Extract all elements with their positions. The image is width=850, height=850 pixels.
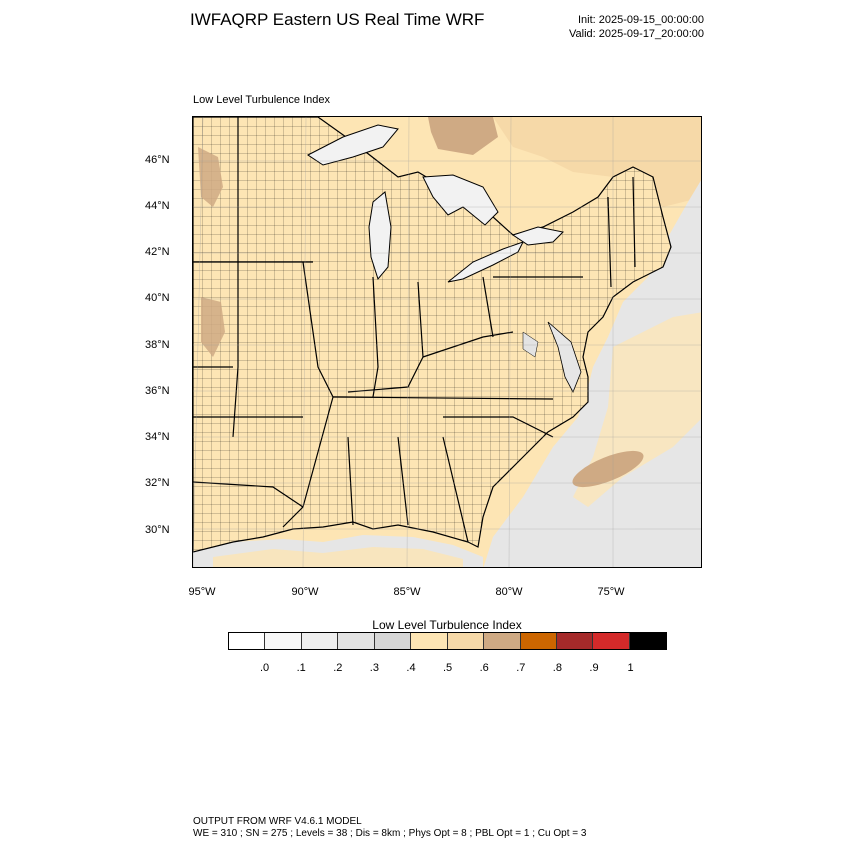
lake-michigan bbox=[368, 191, 392, 281]
state-boundaries bbox=[193, 117, 636, 543]
gray-patch-virginia bbox=[522, 331, 539, 358]
colorbar-box bbox=[374, 633, 412, 649]
lon-label-85: 85°W bbox=[393, 586, 421, 598]
colorbar-label: .8 bbox=[552, 662, 562, 674]
colorbar-label: .1 bbox=[296, 662, 306, 674]
lon-label-95: 95°W bbox=[188, 586, 216, 598]
colorbar-label: .2 bbox=[333, 662, 343, 674]
lat-label-46: 46°N bbox=[145, 154, 170, 166]
lat-label-44: 44°N bbox=[145, 200, 170, 212]
colorbar-box bbox=[520, 633, 557, 649]
gulf-tan-band bbox=[213, 547, 463, 567]
lake-huron bbox=[422, 174, 499, 226]
atlantic-ocean bbox=[483, 180, 701, 567]
colorbar-label: .5 bbox=[443, 662, 453, 674]
colorbar-box bbox=[629, 633, 667, 649]
colorbar-label: .4 bbox=[406, 662, 416, 674]
map-panel bbox=[192, 116, 702, 568]
lat-label-38: 38°N bbox=[145, 339, 170, 351]
colorbar-box bbox=[593, 633, 630, 649]
colorbar-box bbox=[447, 633, 485, 649]
lon-label-75: 75°W bbox=[597, 586, 625, 598]
field-label: Low Level Turbulence Index bbox=[193, 94, 330, 106]
colorbar-label: .9 bbox=[589, 662, 599, 674]
colorbar-label: .6 bbox=[479, 662, 489, 674]
tan-patch-west-north bbox=[198, 147, 223, 207]
colorbar-label: 1 bbox=[627, 662, 634, 674]
colorbar-box bbox=[338, 633, 375, 649]
lake-ontario bbox=[511, 226, 565, 246]
tan-patch-west-central bbox=[201, 297, 225, 357]
lat-label-34: 34°N bbox=[145, 431, 170, 443]
colorbar-box bbox=[411, 633, 448, 649]
tan-patch-north bbox=[428, 117, 498, 155]
lat-label-30: 30°N bbox=[145, 524, 170, 536]
colorbar-box bbox=[556, 633, 594, 649]
colorbar bbox=[228, 632, 668, 650]
colorbar-label: .0 bbox=[260, 662, 270, 674]
lake-superior bbox=[307, 124, 399, 166]
colorbar-box bbox=[265, 633, 302, 649]
colorbar-box bbox=[229, 633, 266, 649]
colorbar-title: Low Level Turbulence Index bbox=[372, 618, 522, 632]
lat-label-42: 42°N bbox=[145, 246, 170, 258]
map-title: IWFAQRP Eastern US Real Time WRF bbox=[190, 10, 485, 29]
lon-label-90: 90°W bbox=[291, 586, 319, 598]
tan-patch-ocean bbox=[572, 450, 644, 488]
footer-model-line: OUTPUT FROM WRF V4.6.1 MODEL bbox=[193, 816, 362, 827]
lat-label-36: 36°N bbox=[145, 385, 170, 397]
map-canvas bbox=[193, 117, 701, 567]
footer-config-line: WE = 310 ; SN = 275 ; Levels = 38 ; Dis … bbox=[193, 828, 587, 839]
lat-label-40: 40°N bbox=[145, 292, 170, 304]
graticule bbox=[193, 117, 701, 567]
colorbar-label: .3 bbox=[369, 662, 379, 674]
chesapeake-bay bbox=[547, 321, 582, 393]
init-time: Init: 2025-09-15_00:00:00 bbox=[578, 14, 704, 26]
lake-erie bbox=[447, 241, 524, 283]
lat-label-32: 32°N bbox=[145, 477, 170, 489]
colorbar-box bbox=[301, 633, 339, 649]
lon-label-80: 80°W bbox=[495, 586, 523, 598]
valid-time: Valid: 2025-09-17_20:00:00 bbox=[569, 28, 704, 40]
colorbar-label: .7 bbox=[516, 662, 526, 674]
colorbar-box bbox=[484, 633, 521, 649]
